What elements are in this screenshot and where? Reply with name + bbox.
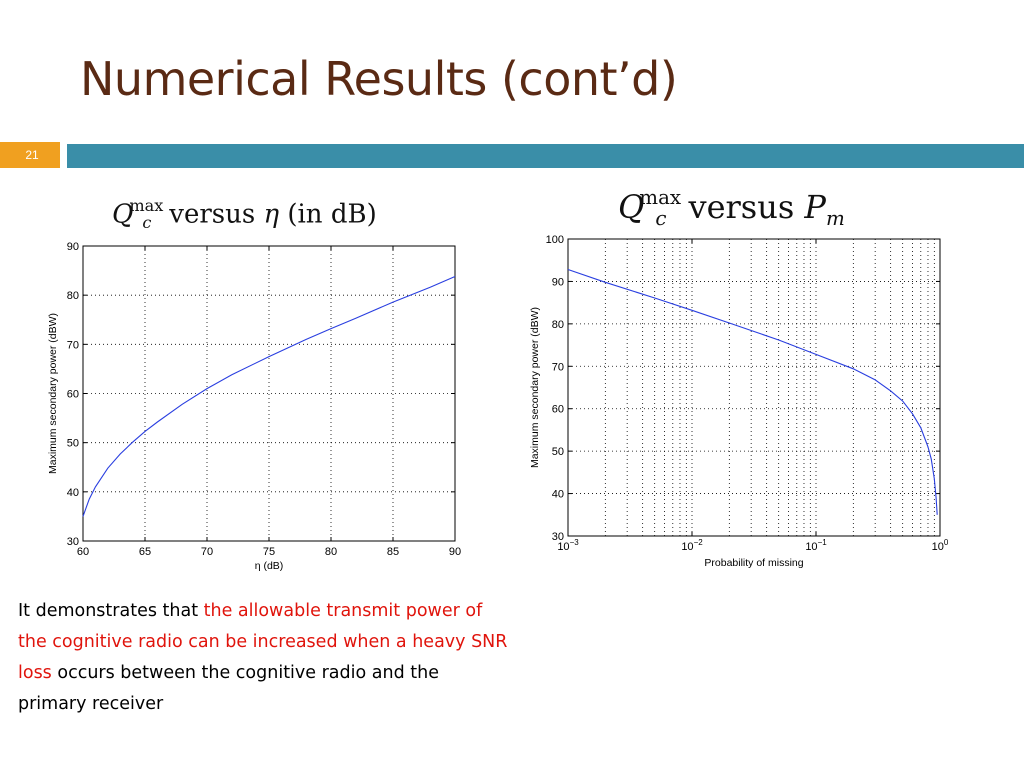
y-tick-label: 50 bbox=[552, 446, 564, 458]
chart-power-vs-pmiss: 30 40 50 60 70 80 90 100 10−3 10−2 10−1 100 Probabil… bbox=[529, 234, 949, 569]
heading-variable-sub: m bbox=[825, 206, 845, 230]
left-chart-heading: Qmaxc versus η (in dB) bbox=[112, 196, 377, 232]
plot-area bbox=[567, 238, 941, 537]
heading-versus: versus bbox=[688, 187, 795, 226]
y-tick-label: 50 bbox=[67, 438, 79, 450]
series-line bbox=[567, 268, 938, 515]
heading-unit: (in dB) bbox=[287, 199, 377, 230]
x-tick-label: 10−1 bbox=[805, 538, 827, 553]
y-tick-label: 100 bbox=[546, 234, 564, 246]
y-tick-label: 40 bbox=[552, 489, 564, 501]
plot-area bbox=[82, 245, 456, 542]
x-tick-label: 80 bbox=[325, 546, 337, 558]
heading-sub: c bbox=[142, 212, 152, 232]
x-tick-label: 60 bbox=[77, 546, 89, 558]
y-tick-label: 70 bbox=[552, 361, 564, 373]
right-chart-heading: Qmaxc versus Pm bbox=[618, 186, 845, 230]
chart-power-vs-eta: 30 40 50 60 70 80 90 60 65 70 75 80 85 90 η (dB) Maximu… bbox=[47, 241, 461, 572]
x-tick-label: 65 bbox=[139, 546, 151, 558]
x-tick-label: 10−2 bbox=[681, 538, 703, 553]
page-number-badge: 21 bbox=[0, 142, 60, 168]
x-tick-label: 10−3 bbox=[557, 538, 579, 553]
y-tick-label: 80 bbox=[67, 290, 79, 302]
header-bar bbox=[67, 144, 1024, 168]
x-tick-label: 100 bbox=[932, 538, 949, 553]
y-axis-label: Maximum secondary power (dBW) bbox=[529, 307, 541, 468]
y-tick-label: 90 bbox=[552, 276, 564, 288]
body-text-part1: It demonstrates that bbox=[18, 601, 204, 621]
x-axis-label: η (dB) bbox=[255, 560, 284, 572]
y-tick-label: 80 bbox=[552, 319, 564, 331]
body-paragraph: It demonstrates that the allowable trans… bbox=[18, 596, 508, 720]
heading-q: Q bbox=[618, 187, 645, 226]
heading-sup: max bbox=[639, 186, 682, 209]
y-tick-label: 60 bbox=[552, 404, 564, 416]
x-tick-label: 75 bbox=[263, 546, 275, 558]
y-tick-label: 40 bbox=[67, 487, 79, 499]
y-tick-label: 30 bbox=[67, 536, 79, 548]
body-text-highlight: the allowable transmit power of the cogn… bbox=[18, 601, 508, 683]
x-tick-label: 90 bbox=[449, 546, 461, 558]
heading-versus: versus bbox=[169, 199, 256, 230]
heading-variable: P bbox=[804, 187, 826, 226]
y-tick-label: 70 bbox=[67, 339, 79, 351]
x-tick-label: 70 bbox=[201, 546, 213, 558]
heading-variable: η bbox=[263, 199, 280, 230]
x-tick-label: 85 bbox=[387, 546, 399, 558]
slide-title: Numerical Results (cont’d) bbox=[80, 52, 678, 106]
heading-sub: c bbox=[655, 206, 667, 230]
y-axis-label: Maximum secondary power (dBW) bbox=[47, 313, 59, 474]
y-tick-label: 60 bbox=[67, 389, 79, 401]
series-line bbox=[82, 275, 456, 517]
y-tick-label: 30 bbox=[552, 531, 564, 543]
body-text-part2: occurs between the cognitive radio and t… bbox=[18, 663, 439, 714]
y-tick-label: 90 bbox=[67, 241, 79, 253]
heading-sup: max bbox=[129, 196, 164, 215]
heading-q: Q bbox=[112, 199, 134, 230]
x-axis-label: Probability of missing bbox=[704, 557, 803, 569]
